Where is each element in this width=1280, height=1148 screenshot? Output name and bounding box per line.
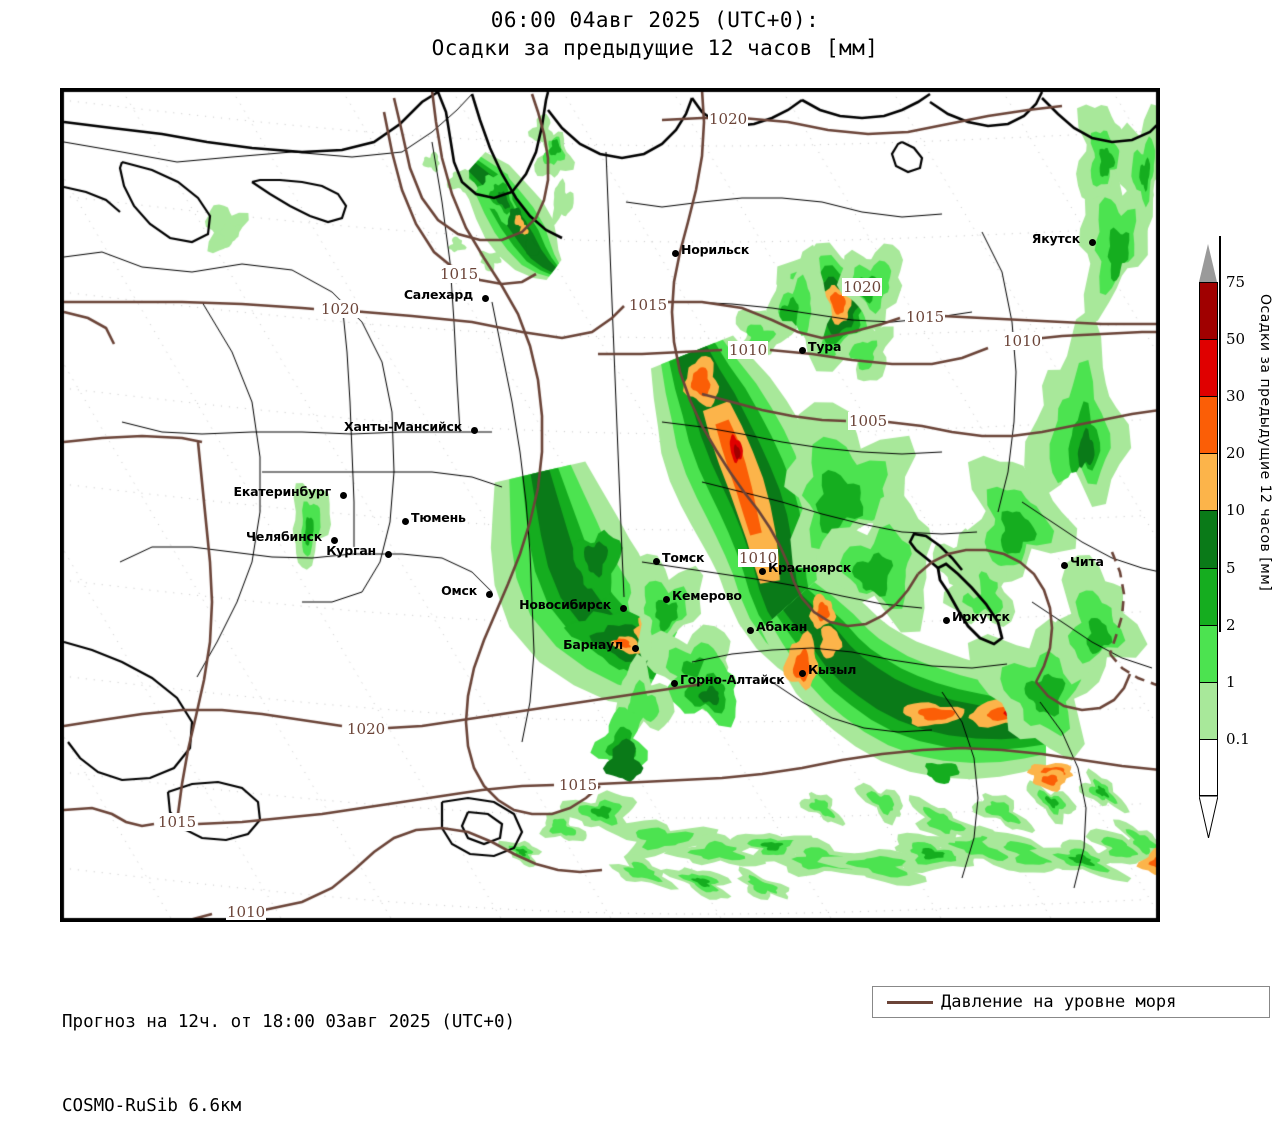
colorbar-band-1 [1199, 681, 1218, 739]
colorbar-tick-75: 75 [1226, 273, 1246, 291]
city-dot-icon [672, 250, 679, 257]
colorbar-tick-0.1: 0.1 [1226, 729, 1250, 748]
isobar-label: 1020 [708, 110, 749, 128]
city-dot-icon [385, 551, 392, 558]
city-label: Курган [326, 543, 376, 558]
colorbar-band-0.1 [1199, 738, 1218, 796]
city-label: Чита [1070, 554, 1104, 569]
colorbar-over-arrow [1199, 244, 1217, 282]
colorbar-tick-2: 2 [1226, 615, 1236, 634]
city-label: Кемерово [672, 588, 742, 603]
city-dot-icon [799, 670, 806, 677]
city-label: Салехард [403, 287, 473, 302]
city-dot-icon [653, 558, 660, 565]
city-dot-icon [1089, 239, 1096, 246]
isobar-label: 1020 [320, 300, 361, 318]
city-dot-icon [402, 518, 409, 525]
city-label: Якутск [1031, 231, 1080, 246]
chart-title-block: 06:00 04авг 2025 (UTC+0): Осадки за пред… [0, 6, 1280, 62]
isobar-label: 1010 [1002, 332, 1043, 350]
city-label: Тура [808, 339, 842, 354]
city-dot-icon [671, 680, 678, 687]
city-dot-icon [632, 645, 639, 652]
city-dot-icon [482, 295, 489, 302]
colorbar-band-30 [1199, 396, 1218, 454]
title-datetime: 06:00 04авг 2025 (UTC+0): [490, 8, 820, 32]
isobar-label: 1010 [728, 341, 769, 359]
city-label: Челябинск [246, 529, 322, 544]
isobar-label: 1015 [558, 776, 599, 794]
colorbar-tick-5: 5 [1226, 558, 1236, 577]
city-dot-icon [340, 492, 347, 499]
colorbar-tick-50: 50 [1226, 330, 1246, 349]
city-dot-icon [620, 605, 627, 612]
city-dot-icon [759, 568, 766, 575]
isobar-label: 1010 [226, 903, 267, 921]
city-label: Красноярск [768, 560, 852, 575]
colorbar-tick-10: 10 [1226, 501, 1246, 520]
colorbar-band-75 [1199, 282, 1218, 340]
city-label: Новосибирск [519, 597, 611, 612]
city-label: Абакан [756, 619, 808, 634]
city-label: Норильск [681, 242, 750, 257]
isobar-label: 1020 [842, 278, 883, 296]
precipitation-colorbar: 75 50 30 20 10 5 2 1 0.1 Осадки за предыдущие 12… [1180, 236, 1280, 838]
city-label: Кызыл [808, 662, 857, 677]
city-label: Ханты-Мансийск [344, 419, 462, 434]
city-dot-icon [943, 617, 950, 624]
city-dot-icon [331, 537, 338, 544]
title-quantity: Осадки за предыдущие 12 часов [мм] [431, 36, 879, 60]
colorbar-band-5 [1199, 567, 1218, 625]
pressure-legend-label: Давление на уровне моря [941, 992, 1177, 1012]
footer-text-block: Прогноз на 12ч. от 18:00 03авг 2025 (UTC… [62, 952, 515, 1148]
isobar-label: 1005 [848, 412, 889, 430]
weather-map[interactable]: Якутск Норильск Салехард Тура Ханты-Мансийск… [60, 88, 1160, 922]
model-name-text: COSMO-RuSib 6.6км [62, 1096, 242, 1116]
isobar-label: 1015 [628, 296, 669, 314]
isobar-label: 1020 [346, 720, 387, 738]
colorbar-tick-30: 30 [1226, 387, 1246, 406]
colorbar-band-10 [1199, 510, 1218, 568]
isobar-label: 1010 [738, 549, 779, 567]
colorbar-band-2 [1199, 624, 1218, 682]
city-label: Горно-Алтайск [680, 672, 785, 687]
city-dot-icon [663, 596, 670, 603]
pressure-legend-box: Давление на уровне моря [872, 986, 1270, 1018]
colorbar-axis-line [1219, 236, 1221, 632]
colorbar-band-20 [1199, 453, 1218, 511]
isobar-label: 1015 [439, 265, 480, 283]
colorbar-band-50 [1199, 339, 1218, 397]
colorbar-title: Осадки за предыдущие 12 часов [мм] [1257, 294, 1273, 592]
colorbar-tick-1: 1 [1226, 672, 1236, 691]
map-precipitation-canvas [62, 90, 1158, 920]
city-label: Иркутск [952, 609, 1010, 624]
city-dot-icon [486, 591, 493, 598]
city-dot-icon [747, 627, 754, 634]
city-label: Екатеринбург [233, 484, 332, 499]
isobar-label: 1015 [905, 308, 946, 326]
city-dot-icon [1061, 562, 1068, 569]
city-label: Тюмень [411, 510, 466, 525]
colorbar-bands [1199, 282, 1218, 796]
city-label: Томск [662, 550, 705, 565]
city-dot-icon [471, 427, 478, 434]
pressure-legend-line-icon [887, 1000, 933, 1004]
city-dot-icon [799, 347, 806, 354]
colorbar-under-arrow [1199, 796, 1218, 838]
colorbar-tick-20: 20 [1226, 444, 1246, 463]
forecast-validity-text: Прогноз на 12ч. от 18:00 03авг 2025 (UTC… [62, 1012, 516, 1032]
city-label: Барнаул [563, 637, 623, 652]
city-label: Омск [441, 583, 477, 598]
isobar-label: 1015 [157, 813, 198, 831]
